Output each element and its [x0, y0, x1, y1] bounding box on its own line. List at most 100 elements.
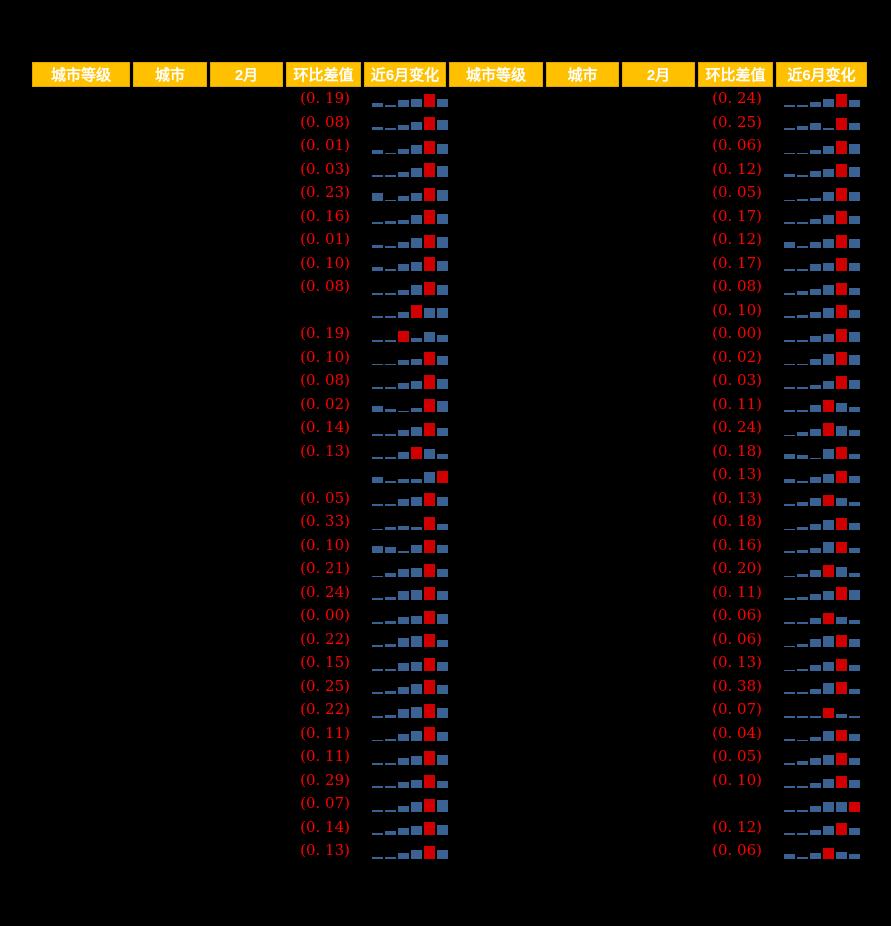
six-month-sparkline-right [776, 205, 867, 229]
sparkline-bar-blue [411, 284, 422, 295]
mom-diff-value-left [286, 463, 364, 487]
six-month-sparkline-left [364, 299, 449, 323]
city-cell-right [546, 487, 622, 511]
sparkline-bar-blue [849, 664, 860, 671]
sparkline-bar-blue [784, 762, 795, 765]
city-cell-left [133, 111, 210, 135]
city-cell-right [546, 769, 622, 793]
six-month-sparkline-left [364, 205, 449, 229]
sparkline-bar-blue [810, 569, 821, 577]
city-tier-cell-right [449, 628, 546, 652]
city-tier-cell-left [32, 416, 133, 440]
city-cell-left [133, 745, 210, 769]
six-month-sparkline-right [776, 675, 867, 699]
sparkline-bar-red [836, 658, 847, 671]
city-tier-cell-right [449, 745, 546, 769]
sparkline-bar-blue [784, 575, 795, 577]
sparkline-bar-blue [385, 668, 396, 671]
sparkline-bar-blue [810, 830, 821, 835]
sparkline-bar-red [836, 682, 847, 694]
city-cell-right [546, 628, 622, 652]
mom-diff-value-left: (0. 24) [300, 582, 350, 601]
february-cell-left [210, 557, 286, 581]
sparkline-bar-blue [385, 547, 396, 553]
sparkline-bar-blue [823, 145, 834, 154]
sparkline-bar-blue [810, 288, 821, 295]
sparkline-bar-blue [437, 799, 448, 812]
sparkline-bar-blue [398, 782, 409, 788]
city-tier-cell-left [32, 534, 133, 558]
sparkline-bar-blue [398, 125, 409, 130]
city-tier-cell-left [32, 651, 133, 675]
city-tier-cell-right [449, 487, 546, 511]
sparkline-bar-blue [849, 715, 860, 718]
sparkline-bar-blue [398, 638, 409, 647]
six-month-sparkline-left [364, 416, 449, 440]
city-tier-cell-left [32, 134, 133, 158]
sparkline-bar-red [836, 305, 847, 318]
sparkline-bar-blue [797, 431, 808, 436]
city-cell-left [133, 534, 210, 558]
sparkline-bar-blue [810, 617, 821, 624]
six-month-sparkline-left [364, 440, 449, 464]
sparkline-bar-blue [797, 315, 808, 318]
sparkline-bar-red [424, 516, 435, 530]
mom-diff-value-right: (0. 13) [712, 653, 762, 671]
sparkline-bar-blue [784, 551, 795, 553]
sparkline-bar-blue [836, 616, 847, 624]
sparkline-bar-blue [398, 525, 409, 530]
sparkline-bar-blue [437, 214, 448, 224]
sparkline-bar-blue [823, 661, 834, 671]
sparkline-bar-blue [437, 591, 448, 600]
sparkline-bar-blue [823, 731, 834, 741]
sparkline-bar-red [424, 374, 435, 389]
mom-diff-value-left: (0. 23) [300, 183, 350, 201]
mom-diff-value-right: (0. 18) [712, 512, 762, 530]
sparkline-bar-red [411, 447, 422, 459]
sparkline-bar-blue [849, 355, 860, 365]
february-cell-right [622, 816, 698, 840]
city-cell-left [133, 651, 210, 675]
six-month-sparkline-right [776, 463, 867, 487]
six-month-sparkline-right [776, 228, 867, 252]
sparkline-bar-red [836, 375, 847, 389]
sparkline-bar-blue [810, 197, 821, 201]
six-month-sparkline-right [776, 181, 867, 205]
header-city-left: 城市 [133, 62, 210, 87]
sparkline-bar-blue [784, 292, 795, 295]
sparkline-bar-blue [797, 480, 808, 483]
city-tier-cell-right [449, 440, 546, 464]
mom-diff-value-right: (0. 06) [712, 841, 762, 859]
sparkline-bar-blue [385, 128, 396, 130]
header-6m-change-left: 近6月变化 [364, 62, 449, 87]
mom-diff-value-left: (0. 13) [300, 841, 350, 859]
sparkline-bar-blue [849, 780, 860, 788]
sparkline-bar-red [836, 447, 847, 459]
sparkline-bar-blue [411, 567, 422, 577]
city-cell-right [546, 416, 622, 440]
february-cell-right [622, 722, 698, 746]
sparkline-bar-red [836, 164, 847, 177]
sparkline-bar-blue [797, 126, 808, 130]
mom-diff-value-left: (0. 22) [300, 629, 350, 648]
sparkline-bar-blue [797, 573, 808, 577]
sparkline-bar-blue [849, 689, 860, 694]
sparkline-bar-blue [437, 120, 448, 130]
sparkline-bar-red [424, 257, 435, 271]
city-tier-cell-left [32, 346, 133, 370]
sparkline-bar-blue [372, 856, 383, 859]
sparkline-bar-blue [398, 172, 409, 177]
sparkline-bar-blue [372, 833, 383, 835]
city-tier-cell-left [32, 158, 133, 182]
city-tier-cell-right [449, 87, 546, 111]
city-tier-cell-left [32, 839, 133, 863]
sparkline-bar-blue [385, 152, 396, 154]
city-cell-right [546, 322, 622, 346]
mom-diff-value-left: (0. 08) [300, 371, 350, 389]
city-cell-right [546, 275, 622, 299]
mom-diff-value-right: (0. 13) [712, 488, 762, 507]
sparkline-bar-blue [398, 757, 409, 765]
february-cell-right [622, 698, 698, 722]
city-tier-cell-left [32, 628, 133, 652]
sparkline-bar-blue [823, 473, 834, 483]
